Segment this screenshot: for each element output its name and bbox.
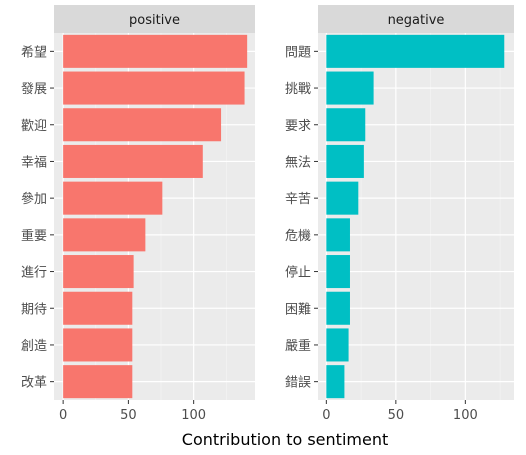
bar-positive-9	[63, 328, 133, 362]
y-tick-label: 嚴重	[285, 338, 311, 354]
facet-strip-label: negative	[388, 13, 445, 28]
y-tick-label: 辛苦	[285, 191, 311, 207]
x-tick-label: 0	[59, 408, 67, 423]
x-tick-label: 0	[322, 408, 330, 423]
y-tick-label: 困難	[285, 302, 311, 317]
bar-negative-7	[326, 255, 350, 289]
bar-negative-2	[326, 71, 374, 105]
y-tick-label: 挑戰	[285, 82, 311, 97]
bar-positive-3	[63, 108, 222, 142]
y-tick-label: 希望	[21, 44, 47, 60]
bar-negative-10	[326, 365, 345, 399]
facet-strip	[318, 5, 514, 33]
y-tick-label: 期待	[21, 302, 47, 317]
bar-negative-9	[326, 328, 349, 362]
bar-negative-5	[326, 181, 359, 215]
y-tick-label: 創造	[21, 339, 47, 354]
y-tick-label: 重要	[21, 228, 47, 244]
bar-positive-1	[63, 34, 248, 68]
bar-negative-1	[326, 34, 505, 68]
bar-positive-7	[63, 255, 134, 289]
y-tick-label: 錯誤	[285, 375, 311, 391]
y-tick-label: 歡迎	[21, 119, 47, 134]
y-tick-label: 問題	[285, 45, 311, 60]
bar-positive-10	[63, 365, 133, 399]
y-tick-label: 危機	[285, 229, 311, 244]
bar-negative-4	[326, 144, 364, 178]
y-tick-label: 無法	[285, 155, 311, 170]
facet-strip	[54, 5, 255, 33]
bar-positive-8	[63, 291, 133, 325]
bar-negative-8	[326, 291, 350, 325]
bar-negative-3	[326, 108, 366, 142]
bar-positive-4	[63, 144, 203, 178]
x-tick-label: 100	[181, 408, 206, 423]
y-tick-label: 要求	[285, 119, 311, 134]
x-tick-label: 50	[120, 408, 137, 423]
y-tick-label: 幸福	[21, 155, 47, 170]
x-axis-title: Contribution to sentiment	[182, 430, 388, 449]
bar-negative-6	[326, 218, 350, 252]
x-tick-label: 50	[388, 408, 405, 423]
y-tick-label: 發展	[21, 82, 47, 97]
y-tick-label: 停止	[285, 265, 311, 281]
y-tick-label: 參加	[21, 192, 47, 207]
bar-positive-6	[63, 218, 146, 252]
x-tick-label: 100	[453, 408, 478, 423]
bar-positive-2	[63, 71, 245, 105]
facet-strip-label: positive	[129, 13, 180, 28]
y-tick-label: 進行	[21, 266, 47, 281]
bar-positive-5	[63, 181, 163, 215]
y-tick-label: 改革	[21, 376, 47, 391]
